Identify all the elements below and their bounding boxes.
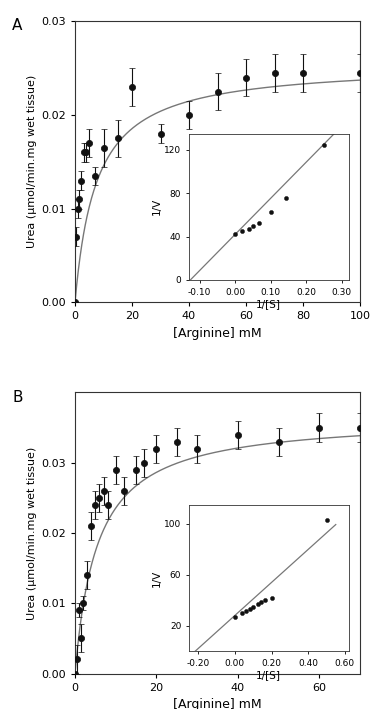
- X-axis label: [Arginine] mM: [Arginine] mM: [173, 698, 262, 709]
- Text: B: B: [12, 389, 23, 405]
- Y-axis label: Urea (µmol/min.mg wet tissue): Urea (µmol/min.mg wet tissue): [27, 447, 37, 620]
- X-axis label: [Arginine] mM: [Arginine] mM: [173, 327, 262, 340]
- Text: A: A: [12, 18, 22, 33]
- Y-axis label: Urea (µmol/min.mg wet tissue): Urea (µmol/min.mg wet tissue): [27, 75, 37, 248]
